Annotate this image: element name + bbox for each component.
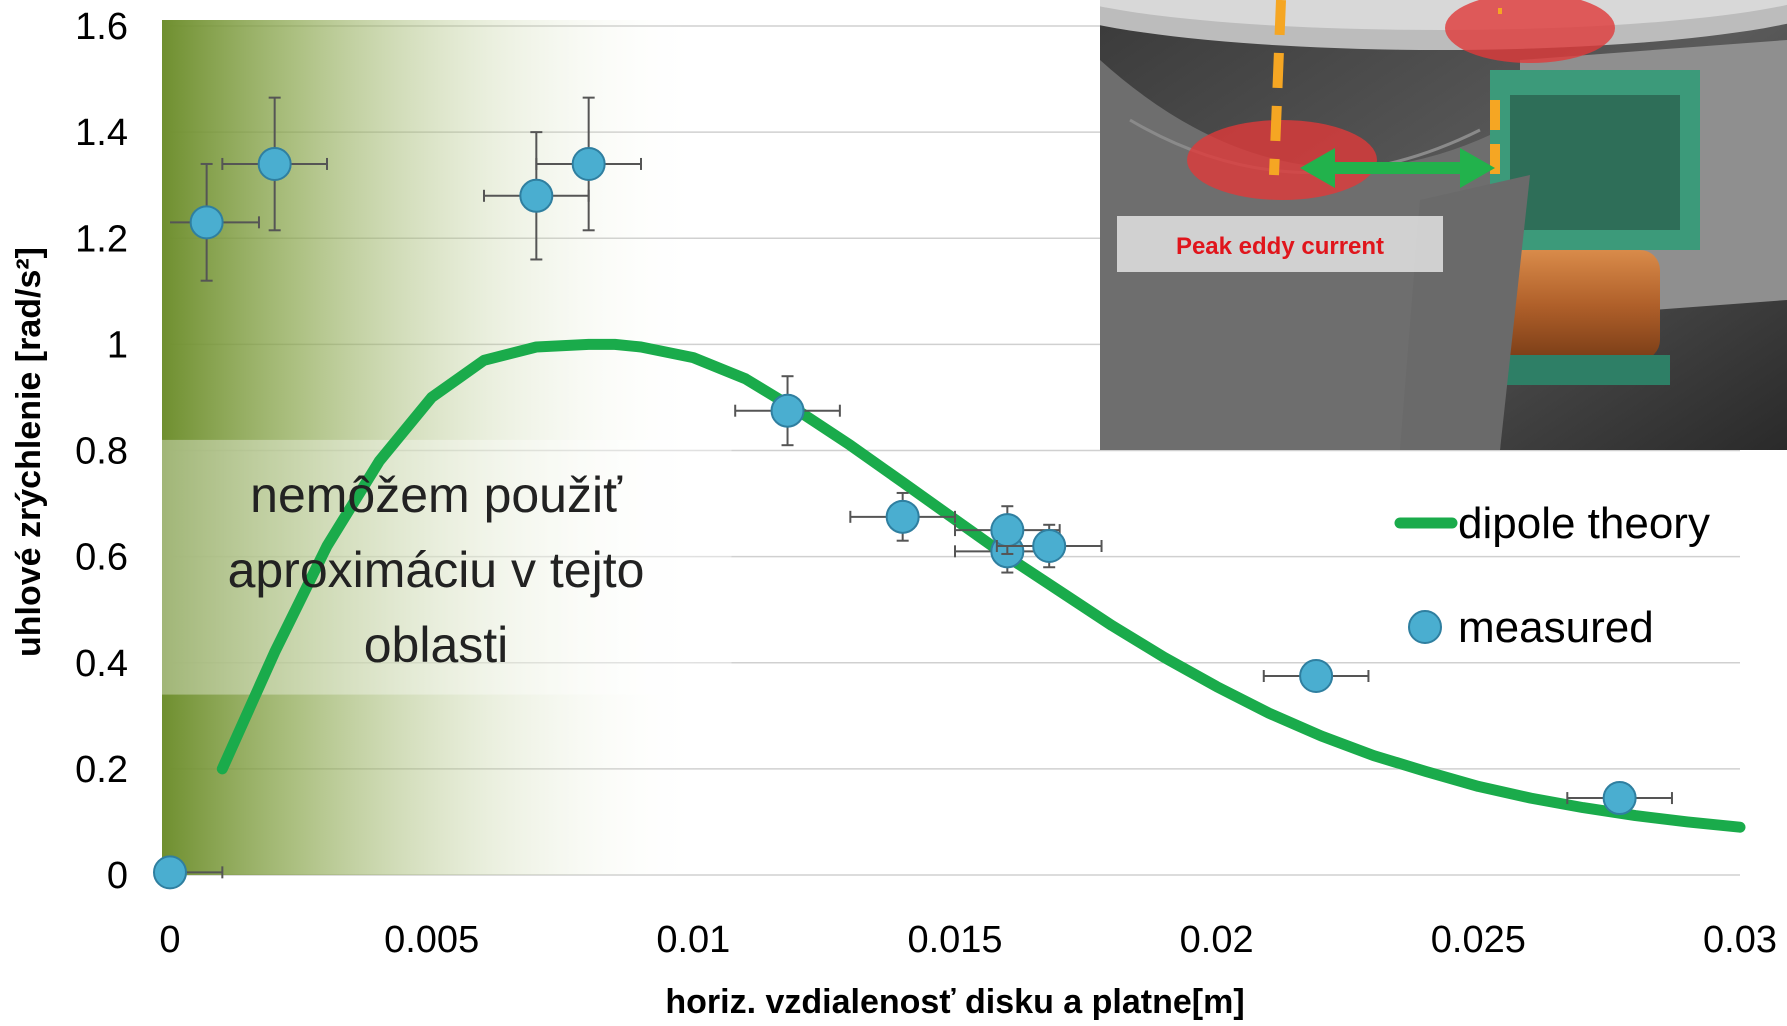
y-tick-label: 0	[107, 855, 128, 897]
y-tick-label: 0.6	[75, 537, 128, 579]
note-line-1: nemôžem použiť	[250, 467, 623, 523]
y-axis-title: uhlové zrýchlenie [rad/s²]	[10, 247, 48, 657]
measured-point	[221, 96, 328, 232]
y-tick-label: 0.4	[75, 643, 128, 685]
legend-measured-swatch	[1408, 610, 1442, 644]
measured-point	[1566, 781, 1673, 816]
x-axis-title: horiz. vzdialenosť disku a platne[m]	[665, 983, 1244, 1021]
legend-theory-label: dipole theory	[1458, 499, 1710, 548]
y-tick-label: 1	[107, 324, 128, 366]
x-tick-label: 0.03	[1703, 919, 1777, 961]
measured-point	[849, 491, 956, 542]
y-tick-label: 0.8	[75, 431, 128, 473]
legend: dipole theory measured	[1394, 499, 1710, 652]
x-tick-label: 0.005	[384, 919, 479, 961]
measured-point	[153, 855, 224, 890]
measured-point	[1262, 659, 1370, 694]
x-tick-label: 0.02	[1180, 919, 1254, 961]
measured-point	[170, 162, 260, 282]
x-tick-label: 0.025	[1431, 919, 1526, 961]
x-tick-label: 0.015	[907, 919, 1002, 961]
y-tick-label: 1.6	[75, 6, 128, 48]
measured-point	[995, 523, 1103, 569]
note-band	[162, 439, 732, 695]
x-tick-label: 0	[159, 919, 180, 961]
y-axis-ticks: 0 0.2 0.4 0.6 0.8 1 1.2 1.4 1.6	[75, 6, 128, 897]
invalid-region-shade	[162, 20, 706, 875]
photo-inset: Peak eddy current	[1100, 0, 1787, 450]
y-tick-label: 1.2	[75, 218, 128, 260]
measured-point	[535, 96, 642, 232]
measured-point	[734, 375, 841, 447]
x-axis-ticks: 0 0.005 0.01 0.015 0.02 0.025 0.03	[159, 919, 1777, 961]
measured-point	[483, 131, 590, 261]
x-tick-label: 0.01	[656, 919, 730, 961]
note-line-2: aproximáciu v tejto	[228, 542, 645, 598]
measured-points	[153, 96, 1673, 890]
invalid-region-note: nemôžem použiť aproximáciu v tejto oblas…	[228, 467, 645, 673]
y-tick-label: 0.2	[75, 749, 128, 791]
note-line-3: oblasti	[364, 617, 509, 673]
legend-measured-label: measured	[1458, 603, 1654, 652]
photo-label: Peak eddy current	[1176, 233, 1384, 260]
y-tick-label: 1.4	[75, 112, 128, 154]
